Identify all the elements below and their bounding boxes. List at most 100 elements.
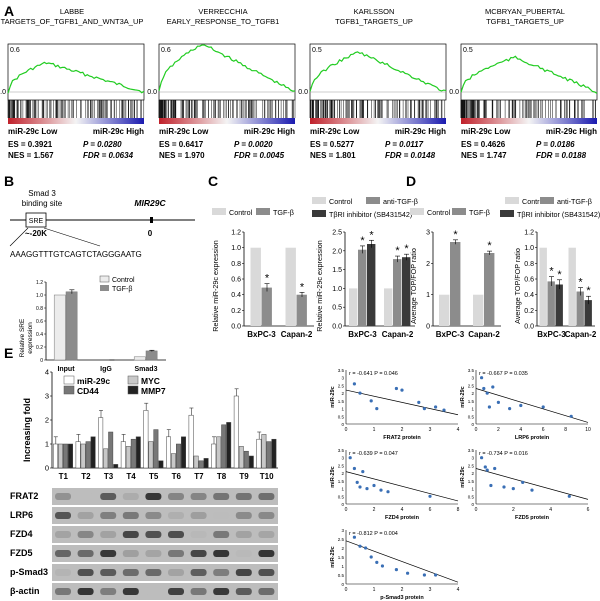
e-blot-band bbox=[77, 493, 94, 500]
scatter-xtick-label: 3 bbox=[429, 587, 432, 593]
e-blot-band bbox=[100, 550, 117, 557]
e-blot-band bbox=[77, 569, 94, 576]
d2-legend-swatch bbox=[540, 197, 554, 204]
scatter-point bbox=[483, 465, 487, 469]
e-fold-bar bbox=[188, 414, 194, 469]
scatter-point bbox=[379, 488, 383, 492]
scatter-point bbox=[567, 494, 571, 498]
e-fold-category-label: T5 bbox=[149, 472, 159, 481]
e-blot-band bbox=[235, 512, 252, 519]
scatter-xtick-label: 2 bbox=[512, 507, 515, 513]
scatter-point bbox=[489, 483, 493, 488]
scatter-point bbox=[386, 490, 390, 494]
e-fold-bar bbox=[203, 458, 209, 469]
d2-legend-label: Control bbox=[522, 197, 546, 206]
gsea-ytop-tick: 0.6 bbox=[161, 47, 171, 54]
gsea-fdr-stat: FDR = 0.0634 bbox=[83, 151, 134, 160]
d1-bar bbox=[484, 253, 495, 326]
e-blot-band bbox=[190, 569, 207, 576]
scatter-xtick-label: 0 bbox=[345, 427, 348, 433]
e-blot-band bbox=[258, 493, 275, 500]
panel-label-e: E bbox=[4, 345, 13, 361]
e-fold-bar bbox=[221, 424, 227, 469]
scatter-point bbox=[519, 403, 523, 408]
scatter-point bbox=[487, 405, 491, 409]
e-fold-bar bbox=[130, 438, 136, 469]
e-fold-ytick-label: 4 bbox=[45, 368, 49, 377]
e-blot-band bbox=[168, 588, 184, 595]
scatter-xtick-label: 8 bbox=[457, 507, 460, 513]
scatter-ytick-label: 2 bbox=[471, 391, 474, 396]
c1-ylabel: Relative miR-29c expression bbox=[211, 240, 220, 331]
d1-legend-swatch bbox=[452, 208, 466, 215]
gsea-p-stat: P = 0.0186 bbox=[536, 140, 575, 149]
e-blot-label: FRAT2 bbox=[10, 491, 38, 501]
e-blot-label: FZD5 bbox=[10, 548, 33, 558]
scatter-stat: r = -0.667 P = 0.035 bbox=[479, 371, 528, 377]
scatter-xtick-label: 2 bbox=[401, 427, 404, 433]
e-legend-swatch bbox=[63, 375, 75, 385]
e-blot-band bbox=[55, 569, 71, 576]
scatter-point bbox=[352, 466, 356, 471]
d1-legend-label: Control bbox=[427, 208, 451, 217]
scatter-point bbox=[485, 468, 489, 472]
scatter-ytick-label: 1.5 bbox=[338, 399, 345, 404]
scatter-ytick-label: 0.5 bbox=[338, 494, 345, 499]
c2-category-label: BxPC-3 bbox=[348, 330, 377, 339]
e-fold-bar bbox=[80, 443, 86, 469]
e-fold-bar bbox=[266, 441, 272, 469]
scatter-point bbox=[406, 571, 410, 575]
c1-ytick-label: 0.2 bbox=[231, 308, 241, 315]
b-ylabel-line2: expression bbox=[27, 322, 34, 354]
e-fold-bar bbox=[256, 438, 262, 469]
c1-ytick-label: 0.4 bbox=[231, 292, 241, 299]
scatter-fit-line bbox=[345, 389, 459, 416]
scatter-point bbox=[422, 573, 426, 577]
gsea-title-line2: TARGETS_OF_TGFB1_AND_WNT3A_UP bbox=[1, 17, 144, 26]
e-blot-band bbox=[168, 531, 184, 538]
e-fold-bar bbox=[153, 429, 159, 469]
c2-bar bbox=[349, 288, 358, 326]
d2-significance-star: * bbox=[586, 285, 591, 297]
b-sre-bar bbox=[145, 350, 158, 361]
gsea-title-line1: LABBE bbox=[60, 7, 84, 16]
d2-bar bbox=[568, 247, 576, 326]
scatter-point bbox=[369, 555, 373, 559]
panel-label-c: C bbox=[208, 173, 218, 189]
gsea-title-line1: VERRECCHIA bbox=[198, 7, 247, 16]
e-blot-label: LRP6 bbox=[10, 510, 33, 520]
b-sre-bar bbox=[133, 356, 146, 361]
c2-legend-label: anti-TGF-β bbox=[383, 197, 418, 206]
d2-ytick-label: 1.2 bbox=[524, 230, 534, 237]
gsea-high-label: miR-29c High bbox=[93, 127, 144, 136]
scatter-ytick-label: 0 bbox=[471, 502, 474, 507]
e-blot-band bbox=[55, 550, 71, 557]
d2-significance-star: * bbox=[578, 277, 583, 289]
scatter-xlabel: FZD4 protein bbox=[385, 515, 420, 521]
e-blot-band bbox=[190, 588, 207, 595]
gsea-es-stat: ES = 0.6417 bbox=[159, 140, 204, 149]
panel-label-d: D bbox=[406, 173, 416, 189]
c2-bar bbox=[358, 249, 367, 326]
b-sre-label: SRE bbox=[29, 218, 44, 225]
c2-ytick-label: 2.5 bbox=[332, 230, 342, 237]
gsea-nes-stat: NES = 1.567 bbox=[8, 151, 54, 160]
e-blot-band bbox=[168, 569, 184, 576]
e-fold-bar bbox=[271, 438, 277, 469]
e-blot-band bbox=[190, 550, 207, 557]
gsea-ytop-tick: 0.5 bbox=[463, 47, 473, 54]
e-legend-swatch bbox=[127, 385, 139, 395]
scatter-point bbox=[358, 544, 362, 548]
scatter-ytick-label: 1.5 bbox=[338, 479, 345, 484]
d1-ytick-label: 3 bbox=[426, 230, 430, 237]
gsea-yzero-tick: 0.0 bbox=[449, 89, 459, 96]
scatter-ytick-label: 1 bbox=[471, 407, 474, 412]
b-sre-ytick-label: 1.2 bbox=[36, 280, 43, 286]
scatter-fit-line bbox=[475, 388, 589, 423]
gsea-rank-bar bbox=[8, 118, 144, 124]
d2-category-label: Capan-2 bbox=[565, 330, 597, 339]
e-fold-ytick-label: 0 bbox=[45, 464, 49, 473]
scatter-xlabel: FRAT2 protein bbox=[383, 435, 421, 441]
scatter-stat: r = -0.639 P = 0.047 bbox=[349, 451, 398, 457]
